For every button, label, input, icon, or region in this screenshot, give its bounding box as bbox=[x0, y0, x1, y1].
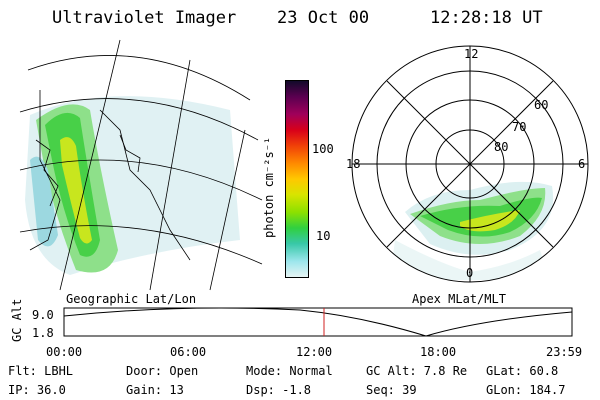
orbit-xtick-1200: 12:00 bbox=[296, 345, 333, 359]
orbit-axis-label: GC Alt bbox=[10, 298, 24, 342]
mlt-label-18: 18 bbox=[346, 157, 361, 171]
glat-value: GLat: 60.8 bbox=[486, 364, 559, 378]
imager-title: Ultraviolet Imager bbox=[52, 8, 237, 28]
lat-label-60: 60 bbox=[534, 98, 549, 112]
colorbar-unit-label: photon cm⁻²s⁻¹ bbox=[262, 136, 276, 238]
polar-caption: Apex MLat/MLT bbox=[412, 292, 506, 306]
colorbar-tick-100: 100 bbox=[312, 142, 334, 156]
image-time: 12:28:18 UT bbox=[430, 8, 543, 28]
orbit-xtick-0000: 00:00 bbox=[46, 345, 83, 359]
dsp-value: Dsp: -1.8 bbox=[246, 383, 312, 397]
sequence-value: Seq: 39 bbox=[366, 383, 417, 397]
colorbar bbox=[285, 80, 309, 278]
gc-altitude-value: GC Alt: 7.8 Re bbox=[366, 364, 468, 378]
mode-value: Mode: Normal bbox=[246, 364, 333, 378]
orbit-ytick-1-8: 1.8 bbox=[32, 326, 54, 340]
orbit-ytick-9: 9.0 bbox=[32, 308, 54, 322]
lat-label-70: 70 bbox=[512, 120, 527, 134]
mlt-label-6: 6 bbox=[578, 157, 586, 171]
orbit-xtick-0600: 06:00 bbox=[170, 345, 207, 359]
colorbar-tick-10: 10 bbox=[316, 229, 331, 243]
door-value: Door: Open bbox=[126, 364, 199, 378]
mlt-label-12: 12 bbox=[464, 47, 479, 61]
orbit-xtick-2359: 23:59 bbox=[546, 345, 583, 359]
filter-value: Flt: LBHL bbox=[8, 364, 74, 378]
ip-value: IP: 36.0 bbox=[8, 383, 66, 397]
glon-value: GLon: 184.7 bbox=[486, 383, 566, 397]
geographic-caption-text: Geographic Lat/Lon bbox=[66, 292, 197, 306]
mlt-label-0: 0 bbox=[466, 266, 474, 280]
gain-value: Gain: 13 bbox=[126, 383, 184, 397]
orbit-xtick-1800: 18:00 bbox=[420, 345, 457, 359]
lat-label-80: 80 bbox=[494, 140, 509, 154]
image-date: 23 Oct 00 bbox=[277, 8, 370, 28]
